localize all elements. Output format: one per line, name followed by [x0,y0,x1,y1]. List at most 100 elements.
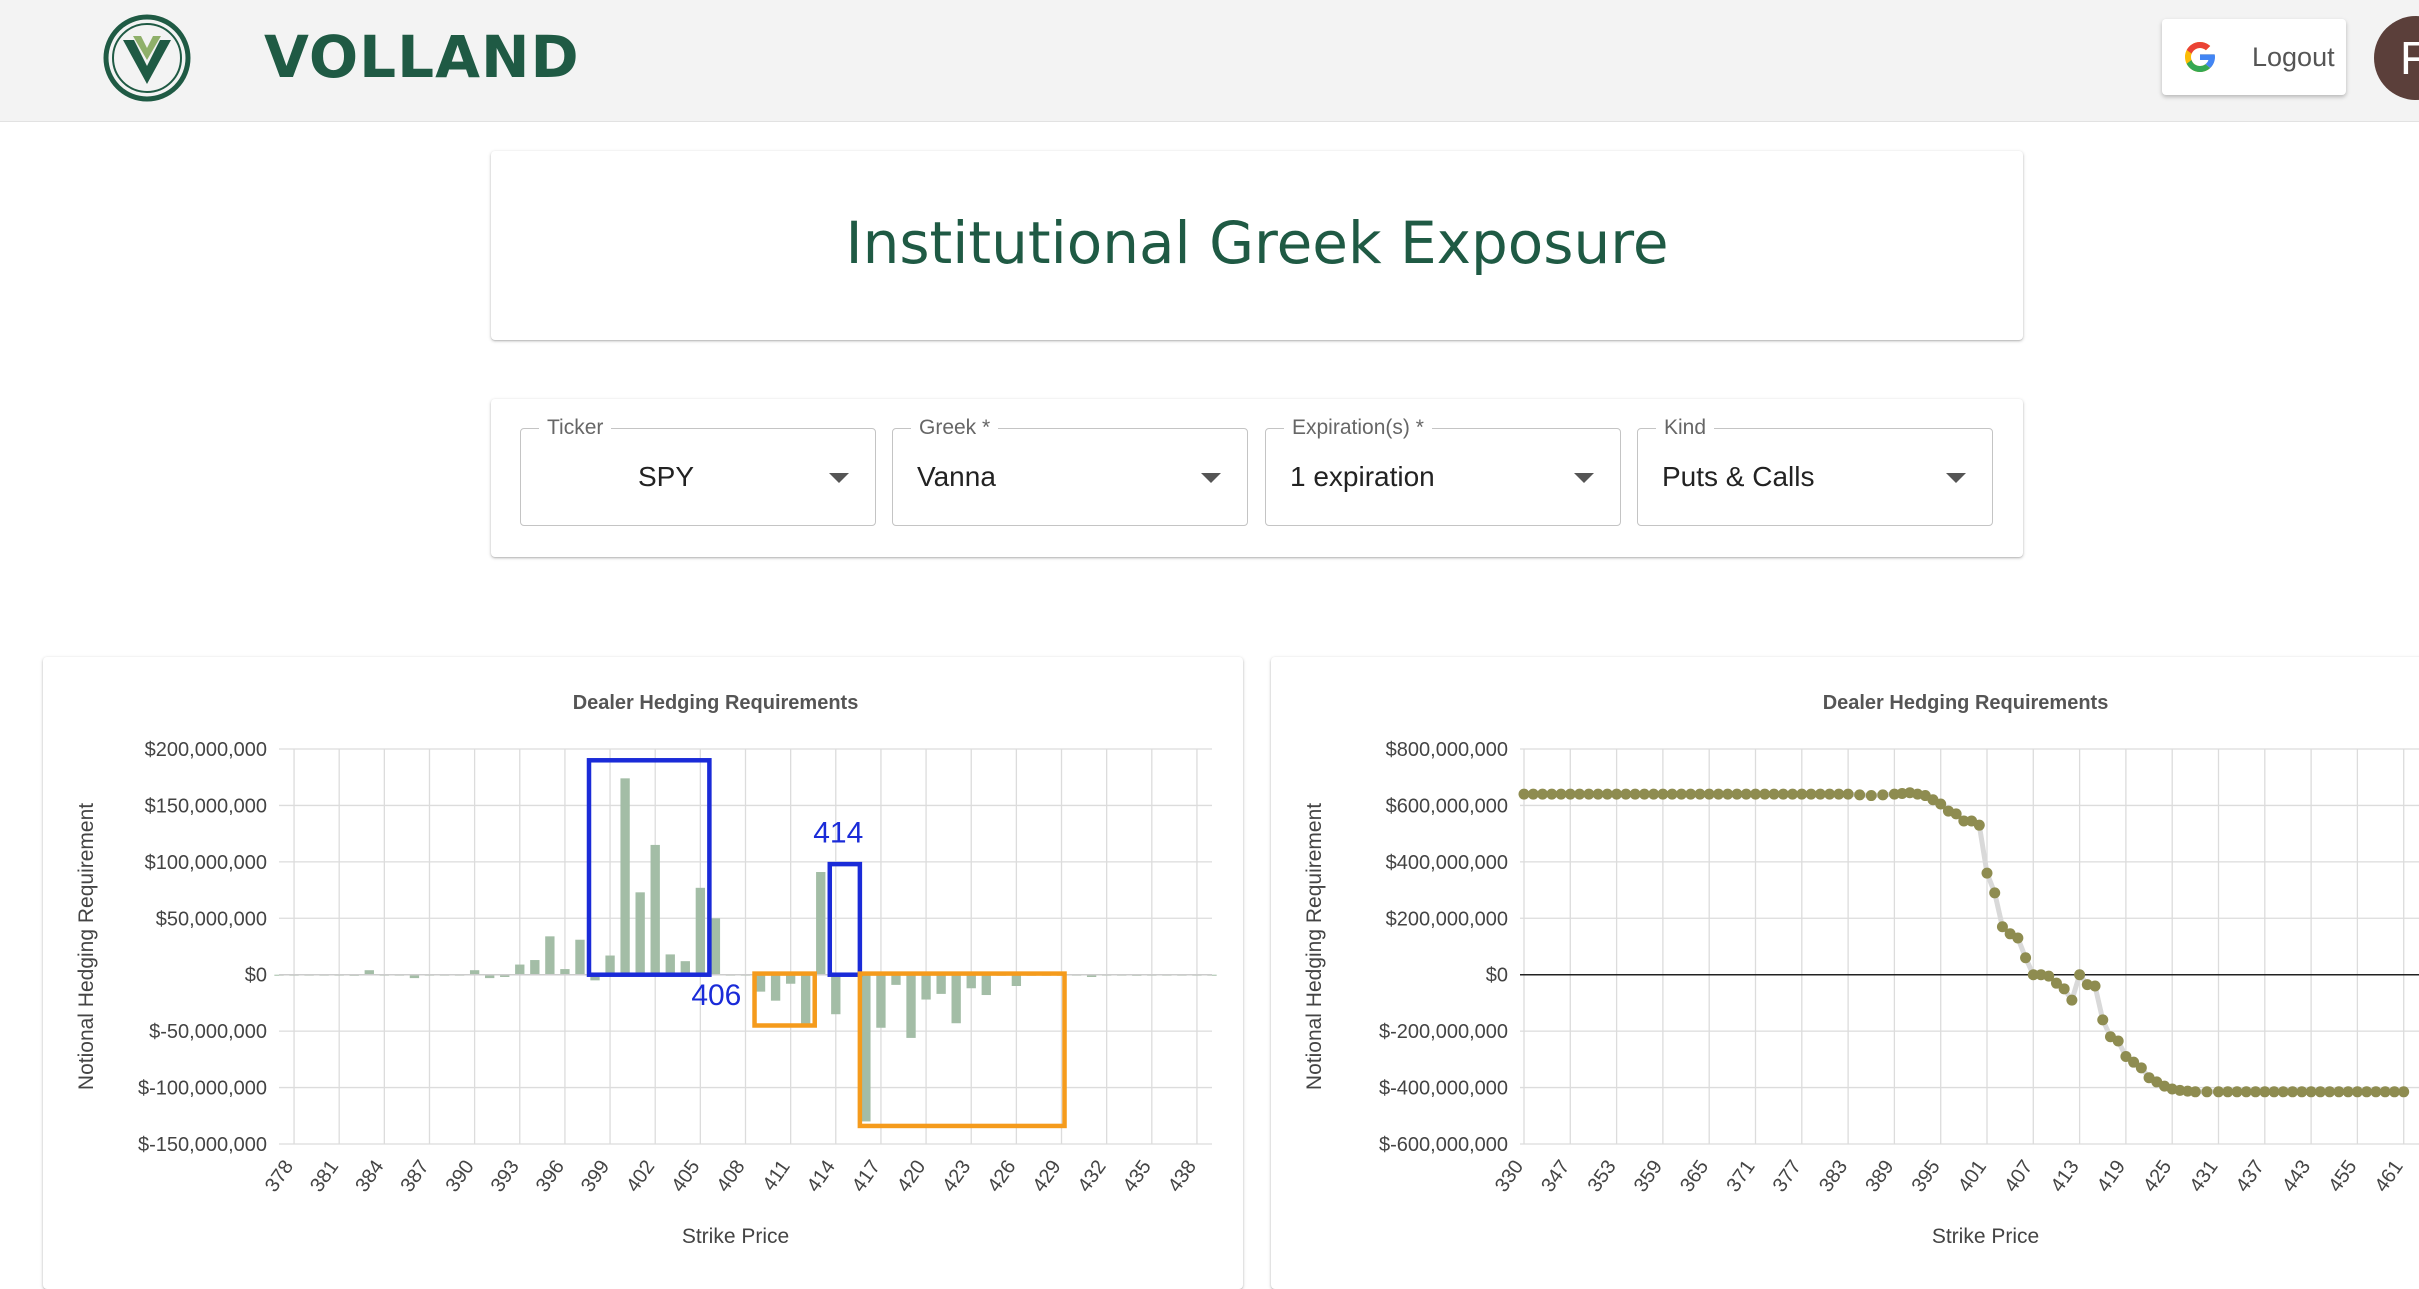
data-point [2388,1086,2400,1098]
bar [981,974,991,996]
data-point [2361,1086,2373,1098]
bar [951,974,961,1024]
data-point [2259,1086,2271,1098]
x-axis-label: Strike Price [1932,1225,2039,1248]
x-tick-label: 431 [2185,1156,2222,1196]
data-point [1854,789,1866,801]
x-tick-label: 405 [667,1156,704,1196]
highlight-box-positive [827,861,863,977]
y-tick-label: $50,000,000 [156,908,267,930]
top-bar: VOLLAND Logout F [0,0,2419,122]
annotation-406: 406 [691,979,741,1012]
bar [469,970,480,975]
x-tick-label: 353 [1584,1156,1621,1196]
series-line [1524,790,2404,1095]
data-point [2250,1086,2262,1098]
bar [891,974,901,985]
y-tick-label: $-200,000,000 [1379,1021,1508,1043]
data-point [1958,815,1970,827]
highlight-box-positive [586,758,712,977]
y-tick-label: $0 [1486,965,1508,987]
bar [560,969,570,975]
bar [409,974,420,979]
x-tick-label: 411 [758,1156,794,1195]
x-tick-label: 461 [2371,1156,2408,1196]
bar [861,974,871,1122]
y-tick-label: $400,000,000 [1386,852,1508,874]
x-tick-label: 399 [577,1156,614,1196]
x-tick-label: 393 [487,1156,524,1196]
data-point [2398,1086,2410,1098]
x-tick-label: 396 [532,1156,569,1196]
y-axis-label: Notional Hedging Requirement [1303,803,1326,1090]
data-point [1703,788,1715,800]
data-point [1950,808,1962,820]
bar-chart-card: $200,000,000 $150,000,000 $100,000,000 $50,… [43,657,1243,1289]
y-tick-label: $200,000,000 [1386,908,1508,930]
y-tick-label: $-100,000,000 [138,1078,267,1100]
y-tick-label: $-50,000,000 [149,1021,267,1043]
data-point [2342,1086,2354,1098]
bar [770,974,781,1001]
data-point [2189,1086,2201,1098]
x-tick-label: 417 [848,1156,885,1196]
data-point [1996,921,2008,933]
data-point [2370,1086,2382,1098]
data-point [2089,980,2101,992]
data-point [1935,798,1947,810]
data-point [1740,788,1752,800]
volland-logo-icon[interactable] [103,14,191,102]
data-point [2112,1035,2124,1047]
greek-value: Vanna [917,461,996,492]
data-point [2074,969,2086,981]
expiration-select[interactable]: Expiration(s) * 1 expiration [1265,416,1621,526]
kind-select[interactable]: Kind Puts & Calls [1637,416,1993,526]
x-tick-label: 395 [1908,1156,1945,1196]
x-tick-label: 387 [396,1156,433,1196]
data-point [1805,788,1817,800]
data-point [1574,788,1586,800]
x-tick-label: 455 [2324,1156,2361,1196]
x-tick-label: 408 [712,1156,749,1196]
data-point [2120,1051,2132,1063]
brand-name[interactable]: VOLLAND [264,23,580,91]
x-tick-label: 330 [1491,1156,1528,1196]
data-point [1685,788,1697,800]
kind-label: Kind [1656,416,1715,440]
x-tick-label: 359 [1630,1156,1667,1196]
data-point [1648,788,1660,800]
logout-button[interactable]: Logout [2162,19,2346,95]
bar [530,960,540,975]
bar [876,974,886,1028]
data-point [1768,788,1780,800]
data-point [1777,788,1789,800]
data-point [1546,788,1558,800]
data-point [2012,932,2024,944]
data-point [1842,788,1854,800]
y-tick-label: $200,000,000 [145,739,267,761]
ticker-select[interactable]: Ticker SPY [520,416,876,526]
logout-label: Logout [2252,41,2335,72]
y-tick-label: $600,000,000 [1386,795,1508,817]
data-point [2201,1086,2213,1098]
data-point [1657,788,1669,800]
greek-select[interactable]: Greek * Vanna [892,416,1248,526]
data-point [1694,788,1706,800]
bar [620,778,630,975]
bar [695,887,706,975]
data-point [1583,788,1595,800]
x-tick-label: 347 [1537,1156,1574,1196]
data-point [1973,819,1985,831]
data-point [2333,1086,2345,1098]
user-avatar[interactable]: F [2374,16,2419,100]
x-tick-label: 420 [893,1156,930,1196]
y-tick-label: $800,000,000 [1386,739,1508,761]
dealer-hedging-bar-chart: $200,000,000 $150,000,000 $100,000,000 $50,… [75,692,1217,1248]
data-point [2379,1086,2391,1098]
x-tick-label: 378 [261,1156,298,1196]
dealer-hedging-line-chart: $800,000,000 $600,000,000 $400,000,000 $200… [1303,692,2419,1248]
x-tick-label: 438 [1164,1156,1201,1196]
data-point [2213,1086,2224,1098]
data-point [1638,788,1650,800]
data-point [2305,1086,2317,1098]
